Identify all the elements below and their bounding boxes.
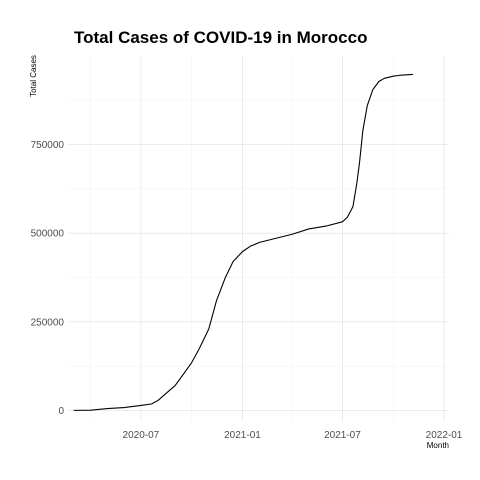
y-tick-label: 0 <box>58 406 64 417</box>
x-tick-label: 2021-01 <box>224 430 261 441</box>
x-axis-tick-labels: 2020-07 2021-01 2021-07 2022-01 <box>123 430 463 441</box>
minor-gridlines <box>68 56 449 421</box>
data-series <box>73 73 414 411</box>
y-axis-tick-labels: 0 250000 500000 750000 <box>31 140 65 417</box>
x-axis-title: Month <box>427 441 449 450</box>
x-tick-label: 2022-01 <box>426 430 463 441</box>
x-tick-label: 2020-07 <box>123 430 160 441</box>
chart-title: Total Cases of COVID-19 in Morocco <box>74 28 367 47</box>
y-tick-label: 750000 <box>31 140 65 151</box>
x-tick-label: 2021-07 <box>324 430 361 441</box>
y-axis-title: Total Cases <box>29 55 38 97</box>
major-gridlines <box>68 56 449 421</box>
y-tick-label: 500000 <box>31 229 65 240</box>
y-tick-label: 250000 <box>31 317 65 328</box>
total-cases-line <box>73 73 414 411</box>
